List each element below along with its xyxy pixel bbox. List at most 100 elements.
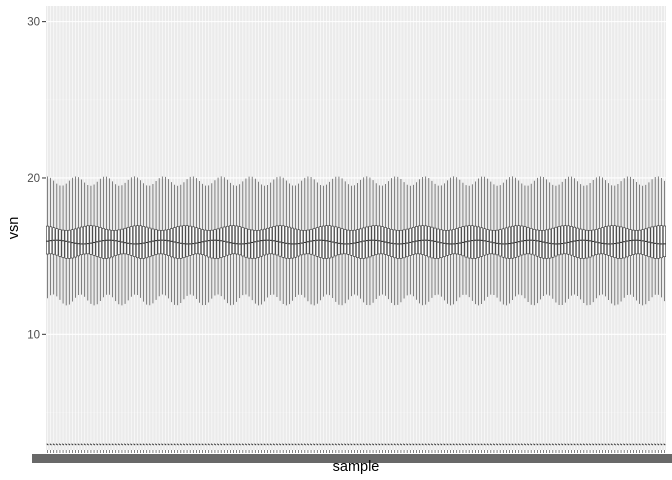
box — [628, 176, 632, 446]
box — [529, 183, 533, 446]
box — [204, 185, 208, 446]
box-outlier — [526, 443, 530, 446]
box-body — [294, 228, 298, 258]
box-body — [126, 227, 130, 255]
box — [182, 182, 186, 446]
box-body — [635, 230, 639, 255]
boxes — [46, 176, 666, 446]
box — [597, 176, 601, 446]
box-outlier — [629, 443, 632, 446]
box-outlier — [371, 443, 375, 446]
box-body — [194, 227, 198, 255]
box-outlier — [99, 443, 102, 446]
box-body — [520, 225, 524, 256]
box — [160, 176, 164, 446]
box-outlier — [102, 443, 105, 446]
box — [46, 176, 50, 446]
box-body — [188, 225, 192, 256]
box-body — [263, 228, 267, 256]
box-body — [535, 229, 539, 257]
box — [154, 181, 158, 446]
box-outlier — [375, 443, 378, 446]
box — [390, 178, 394, 446]
box-outlier — [551, 443, 554, 446]
box-outlier — [461, 443, 465, 446]
box — [108, 178, 112, 446]
box-body — [501, 228, 505, 258]
box — [439, 185, 443, 446]
box-outlier — [443, 443, 446, 446]
box — [197, 180, 201, 446]
box-outlier — [663, 443, 666, 446]
box-outlier — [77, 443, 80, 446]
box-outlier — [105, 443, 108, 446]
box — [92, 184, 96, 446]
box-outlier — [133, 443, 136, 446]
box — [442, 183, 446, 446]
box-outlier — [120, 443, 124, 446]
box-body — [309, 229, 313, 255]
box-body — [427, 226, 431, 258]
box — [228, 182, 232, 446]
box — [179, 184, 183, 446]
box — [619, 181, 623, 446]
box — [476, 178, 480, 446]
box-outlier — [291, 443, 294, 446]
box — [77, 177, 81, 446]
box-outlier — [96, 443, 99, 446]
box — [225, 179, 229, 446]
box-body — [253, 230, 257, 259]
box-body — [585, 229, 589, 259]
box-outlier — [545, 443, 548, 446]
box-body — [414, 226, 418, 255]
box — [281, 177, 285, 446]
box-body — [616, 225, 620, 259]
box — [318, 184, 322, 446]
box-body — [607, 225, 611, 256]
box — [259, 184, 263, 446]
box — [101, 176, 105, 446]
box — [129, 177, 133, 446]
box — [563, 178, 567, 446]
box-outlier — [195, 443, 198, 446]
box — [145, 185, 149, 446]
box-body — [315, 227, 319, 257]
box-outlier — [251, 443, 254, 446]
box-outlier — [635, 443, 638, 446]
box — [613, 185, 617, 446]
box — [275, 177, 279, 446]
box-body — [538, 230, 542, 258]
box — [535, 177, 539, 446]
box-outlier — [192, 443, 195, 446]
box-outlier — [511, 443, 514, 446]
box — [467, 185, 471, 446]
box-outlier — [123, 443, 127, 446]
box-outlier — [92, 443, 96, 446]
box-body — [476, 226, 480, 258]
box-outlier — [412, 443, 415, 446]
box-outlier — [220, 443, 223, 446]
box — [557, 184, 561, 446]
box-outlier — [471, 443, 474, 446]
box-body — [135, 225, 139, 259]
box-body — [166, 229, 170, 256]
box-outlier — [409, 443, 412, 446]
box-outlier — [430, 443, 434, 446]
box — [473, 181, 477, 446]
box-body — [244, 228, 248, 258]
box — [340, 178, 344, 446]
box-outlier — [514, 443, 517, 446]
box — [501, 182, 505, 446]
box-body — [117, 229, 121, 255]
box-body — [321, 225, 325, 259]
box — [343, 181, 347, 446]
box-body — [160, 230, 164, 255]
box-outlier — [573, 443, 576, 446]
box — [427, 178, 431, 446]
box — [576, 181, 580, 446]
box — [421, 176, 425, 446]
box-outlier — [474, 443, 477, 446]
box-outlier — [406, 443, 409, 446]
box-outlier — [483, 443, 486, 446]
box — [362, 177, 366, 446]
